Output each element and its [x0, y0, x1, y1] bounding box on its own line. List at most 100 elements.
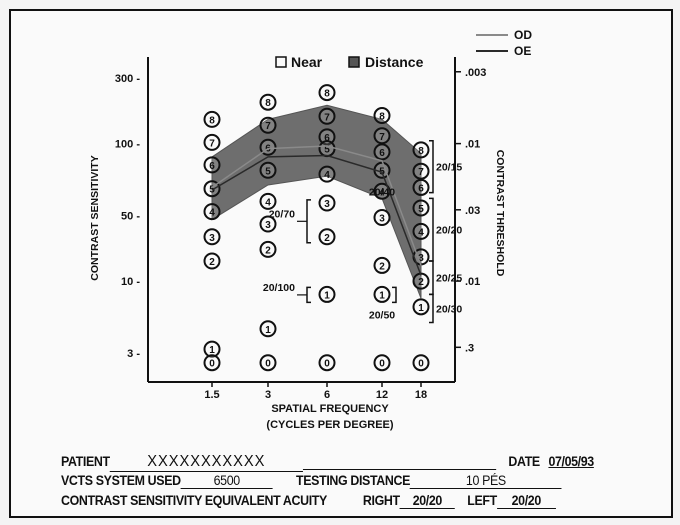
test-circle-number: 3: [209, 233, 215, 244]
test-circle: [318, 194, 336, 212]
test-circle: [412, 222, 430, 240]
acuity-label: 20/30: [436, 303, 462, 315]
test-circle-number: 6: [324, 133, 330, 144]
distance-legend-swatch: [348, 56, 360, 68]
acuity-label: 20/20: [436, 225, 462, 237]
distance-value: 10 PÉS: [409, 473, 562, 489]
test-circle-number: 5: [324, 145, 330, 156]
test-circle-number: 2: [324, 233, 330, 244]
x-axis-subtitle: (CYCLES PER DEGREE): [266, 419, 393, 431]
test-circle-number: 0: [265, 359, 271, 370]
test-circle-number: 7: [379, 132, 385, 143]
test-circle-number: 0: [379, 359, 385, 370]
acuity-brackets-layer: 20/70 20/100 20/40 20/50 20/15 20/20 20/25 20/3…: [263, 139, 462, 324]
acuity-bracket: [429, 293, 434, 324]
acuity-label: 20/100: [263, 282, 295, 294]
test-circle-number: 4: [209, 208, 215, 219]
acuity-bracket: [429, 139, 434, 194]
date-value: 07/05/93: [548, 454, 594, 469]
test-circle-number: 8: [324, 89, 330, 100]
test-circle: [373, 354, 391, 372]
test-circle: [412, 199, 430, 217]
footer-row-system: VCTS SYSTEM USED 6500 TESTING DISTANCE 10 …: [61, 473, 562, 489]
equiv-acuity-label: CONTRAST SENSITIVITY EQUIVALENT ACUITY: [61, 493, 327, 508]
test-circle-number: 5: [418, 204, 424, 215]
test-circle: [373, 143, 391, 161]
series-line-oe: [211, 154, 422, 276]
test-circle-number: 3: [379, 214, 385, 225]
test-circle: [259, 240, 277, 258]
test-circle-number: 1: [379, 290, 385, 301]
test-circle: [318, 128, 336, 146]
test-circle-number: 7: [209, 138, 215, 149]
test-circle-number: 1: [209, 345, 215, 356]
test-circle-number: 3: [324, 199, 330, 210]
patient-value: XXXXXXXXXXX: [109, 453, 303, 472]
test-circle: [259, 354, 277, 372]
test-circle-number: 7: [265, 121, 271, 132]
test-circle: [259, 320, 277, 338]
y-right-tick-label: .03: [465, 205, 480, 217]
x-tick-label: 6: [324, 389, 330, 401]
test-circle: [203, 133, 221, 151]
y-tick-label: 100 -: [115, 139, 140, 151]
y-tick-label: 10 -: [121, 276, 140, 288]
test-circle: [203, 252, 221, 270]
test-circle: [412, 298, 430, 316]
test-circle: [318, 165, 336, 183]
patient-underline: [302, 454, 497, 470]
test-circle: [318, 228, 336, 246]
acuity-label: 20/25: [436, 273, 462, 285]
test-circle: [318, 107, 336, 125]
chart-frame: [9, 9, 673, 518]
axis-labels-layer: CONTRAST SENSITIVITY CONTRAST THRESHOLD SP…: [89, 150, 506, 431]
test-circle-number: 8: [209, 115, 215, 126]
x-tick-label: 1.5: [204, 389, 219, 401]
test-circle: [373, 107, 391, 125]
test-circle-number: 1: [324, 290, 330, 301]
left-acuity-value: 20/20: [496, 493, 556, 509]
x-axis-title: SPATIAL FREQUENCY: [271, 403, 389, 415]
x-tick-label: 12: [376, 389, 388, 401]
test-circle: [203, 110, 221, 128]
test-circle: [412, 354, 430, 372]
test-circle-number: 0: [324, 359, 330, 370]
right-acuity-label: RIGHT: [362, 493, 400, 508]
test-circle: [373, 127, 391, 145]
test-circle-number: 2: [379, 261, 385, 272]
test-circle: [259, 192, 277, 210]
acuity-bracket: [392, 286, 397, 304]
footer-row-acuity: CONTRAST SENSITIVITY EQUIVALENT ACUITY R…: [61, 493, 556, 509]
test-circle-number: 1: [418, 303, 424, 314]
test-circle-number: 2: [265, 245, 271, 256]
distance-legend-label: Distance: [365, 54, 424, 70]
test-circle-number: 0: [418, 359, 424, 370]
y-tick-label: 3 -: [127, 348, 140, 360]
line-legend-label-oe: OE: [514, 44, 531, 58]
test-circle: [412, 178, 430, 196]
test-circle: [318, 84, 336, 102]
test-circle: [259, 116, 277, 134]
y-right-axis-title: CONTRAST THRESHOLD: [494, 150, 506, 277]
test-circle: [203, 354, 221, 372]
test-circle-number: 5: [265, 166, 271, 177]
test-circle: [259, 93, 277, 111]
y-axis-title: CONTRAST SENSITIVITY: [89, 155, 101, 280]
test-circle: [203, 228, 221, 246]
y-right-tick-label: .3: [465, 342, 474, 354]
acuity-label: 20/15: [436, 162, 462, 174]
y-right-tick-label: .01: [465, 139, 480, 151]
test-circle-number: 4: [379, 187, 385, 198]
test-circle-number: 7: [324, 112, 330, 123]
y-right-tick-label: .01: [465, 276, 480, 288]
test-circle: [259, 215, 277, 233]
test-circle-number: 6: [209, 161, 215, 172]
y-right-tick-label: .003: [465, 67, 486, 79]
test-circle-number: 8: [265, 98, 271, 109]
test-circle-number: 4: [324, 170, 330, 181]
test-circle-number: 8: [379, 112, 385, 123]
test-circle: [203, 203, 221, 221]
test-circle-number: 1: [265, 325, 271, 336]
test-circle-number: 0: [209, 359, 215, 370]
test-circle: [373, 285, 391, 303]
